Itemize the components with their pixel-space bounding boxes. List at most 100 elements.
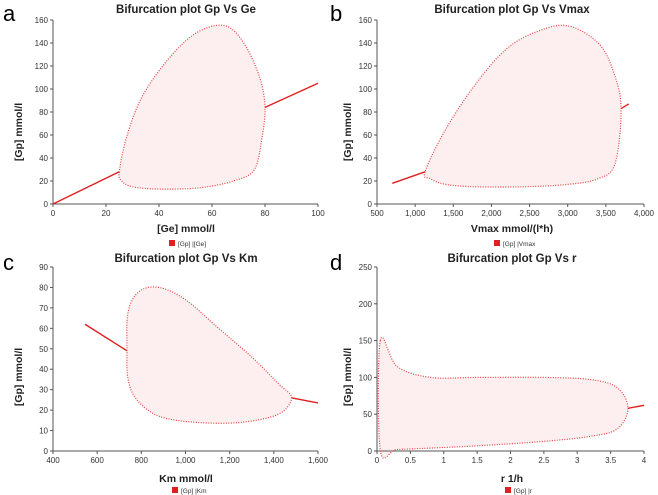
steady-state-line [84,323,128,352]
panel-b-ylabel: [Gp] mmol/l [342,103,354,161]
y-tick-label: 20 [363,177,372,186]
panel-b-legend-label: [Gp] |Vmax [503,241,536,248]
oscillation-region [378,337,628,459]
x-tick-label: 0 [51,209,56,218]
oscillation-region [424,25,622,188]
x-tick-label: 2 [508,456,513,465]
x-tick-label: 1 [442,456,447,465]
x-tick-label: 800 [135,456,149,465]
panel-a-ylabel: [Gp] mmol/l [13,103,25,161]
y-tick-label: 80 [39,108,48,117]
steady-state-line [264,82,319,109]
x-tick-label: 600 [90,456,104,465]
panel-d-title: Bifurcation plot Gp Vs r [447,253,577,265]
y-tick-label: 70 [39,304,48,313]
panel-a-legend-label: [Gp] |[Ge] [178,241,206,248]
y-tick-label: 50 [39,345,48,354]
x-tick-label: 0 [375,456,380,465]
panel-a-xlabel: [Ge] mmol/l [157,223,215,235]
steady-state-line [52,171,120,205]
panel-b-label: b [330,1,342,26]
y-tick-label: 140 [35,39,49,48]
y-tick-label: 100 [35,85,49,94]
y-tick-label: 80 [39,283,48,292]
x-tick-label: 1,000 [175,456,196,465]
y-tick-label: 40 [39,154,48,163]
panel-d-ylabel: [Gp] mmol/l [342,348,354,406]
oscillation-region [119,25,266,190]
y-tick-label: 20 [39,177,48,186]
x-tick-label: 2.5 [538,456,550,465]
y-tick-label: 40 [39,365,48,374]
y-tick-label: 120 [359,62,373,71]
x-tick-label: 2,500 [520,209,541,218]
x-tick-label: 60 [208,209,217,218]
y-tick-label: 30 [39,386,48,395]
x-tick-label: 1,500 [443,209,464,218]
panel-c: c Bifurcation plot Gp Vs Km [Gp] mmol/l … [3,250,329,495]
y-tick-label: 60 [363,131,372,140]
panel-a-legend-swatch [169,240,175,246]
x-tick-label: 1.5 [472,456,484,465]
panel-b-title: Bifurcation plot Gp Vs Vmax [434,4,590,16]
x-tick-label: 20 [102,209,111,218]
y-tick-label: 160 [359,16,373,25]
x-tick-label: 3.5 [605,456,617,465]
x-tick-label: 1,600 [308,456,329,465]
y-tick-label: 40 [363,154,372,163]
y-tick-label: 200 [359,300,373,309]
y-tick-label: 0 [44,200,49,209]
x-tick-label: 4,000 [634,209,655,218]
y-tick-label: 0 [368,447,373,456]
y-tick-label: 100 [359,373,373,382]
panel-d: d Bifurcation plot Gp Vs r [Gp] mmol/l r… [330,250,647,495]
panel-c-legend-label: [Gp] |Km [181,488,207,495]
y-tick-label: 50 [363,410,372,419]
steady-state-line [620,103,630,110]
y-tick-label: 0 [44,447,49,456]
x-tick-label: 100 [311,209,325,218]
panel-a: a Bifurcation plot Gp Vs Ge [Gp] mmol/l … [3,1,325,248]
y-tick-label: 10 [39,427,48,436]
limit-cycle-envelope [118,24,266,190]
panel-d-legend-label: [Gp] |r [514,488,533,495]
oscillation-region [126,286,292,424]
limit-cycle-envelope [126,286,293,424]
y-tick-label: 140 [359,39,373,48]
x-tick-label: 3,500 [596,209,617,218]
x-tick-label: 40 [155,209,164,218]
panel-c-title: Bifurcation plot Gp Vs Km [114,253,257,265]
x-tick-label: 500 [370,209,384,218]
y-tick-label: 60 [39,324,48,333]
panel-a-title: Bifurcation plot Gp Vs Ge [116,4,256,16]
y-tick-label: 80 [363,108,372,117]
x-tick-label: 1,400 [264,456,285,465]
y-tick-label: 150 [359,337,373,346]
panel-b-xlabel: Vmax mmol/(l*h) [471,223,553,235]
panel-b-legend-swatch [494,240,500,246]
y-tick-label: 100 [359,85,373,94]
y-tick-label: 60 [39,131,48,140]
y-tick-label: 90 [39,263,48,272]
panel-d-legend-swatch [505,487,511,493]
x-tick-label: 1,000 [405,209,426,218]
x-tick-label: 400 [46,456,60,465]
y-tick-label: 120 [35,62,49,71]
steady-state-line [627,404,645,410]
panel-c-ylabel: [Gp] mmol/l [13,348,25,406]
x-tick-label: 2,000 [481,209,502,218]
panel-d-xlabel: r 1/h [501,473,523,485]
x-tick-label: 4 [642,456,647,465]
panel-a-label: a [3,1,16,26]
y-tick-label: 0 [368,200,373,209]
y-tick-label: 250 [359,263,373,272]
panel-b: b Bifurcation plot Gp Vs Vmax [Gp] mmol/… [330,1,655,248]
y-tick-label: 20 [39,406,48,415]
steady-state-line [392,171,426,184]
steady-state-line [291,397,319,404]
panel-d-label: d [330,250,342,275]
x-tick-label: 3,000 [558,209,579,218]
panel-c-xlabel: Km mmol/l [159,473,213,485]
x-tick-label: 1,200 [220,456,241,465]
